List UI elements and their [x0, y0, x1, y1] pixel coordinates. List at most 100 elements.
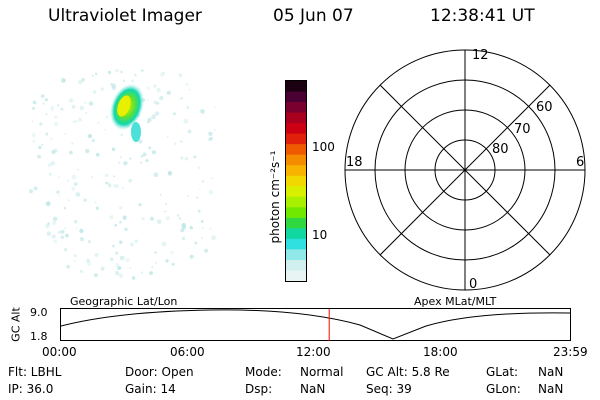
- emission-speck: [180, 228, 185, 233]
- polar-plot: 12 0 18 6 60 70 80: [344, 48, 586, 292]
- emission-speck: [94, 252, 99, 257]
- emission-speck: [79, 270, 82, 272]
- emission-speck: [117, 266, 122, 270]
- emission-speck: [78, 117, 83, 122]
- emission-speck: [88, 101, 94, 106]
- emission-speck: [165, 203, 168, 206]
- colorbar-band: [286, 144, 306, 156]
- emission-speck: [45, 132, 49, 136]
- colorbar-band: [286, 112, 306, 124]
- emission-speck: [57, 104, 60, 107]
- emission-speck: [32, 140, 35, 143]
- emission-speck: [166, 90, 171, 95]
- emission-speck: [186, 106, 190, 109]
- emission-speck: [171, 262, 175, 266]
- emission-speck: [124, 227, 128, 231]
- emission-speck: [149, 271, 154, 275]
- emission-speck: [123, 161, 128, 166]
- emission-speck: [104, 173, 109, 178]
- colorbar-band: [286, 228, 306, 240]
- emission-speck: [107, 70, 112, 75]
- emission-speck: [119, 255, 125, 261]
- emission-speck: [60, 235, 64, 239]
- emission-speck: [146, 99, 149, 101]
- emission-speck: [142, 152, 147, 157]
- emission-speck: [201, 227, 204, 230]
- emission-speck: [38, 146, 42, 149]
- emission-speck: [107, 183, 112, 188]
- colorbar-gradient: [286, 81, 306, 282]
- emission-speck: [149, 216, 154, 221]
- emission-speck: [73, 219, 78, 224]
- colorbar-band: [286, 91, 306, 103]
- emission-speck: [114, 184, 119, 189]
- emission-speck: [211, 235, 216, 240]
- filter-label: Flt: LBHL: [8, 365, 62, 379]
- emission-speck: [114, 223, 118, 227]
- emission-speck: [91, 138, 96, 143]
- emission-speck: [114, 270, 120, 276]
- emission-speck: [60, 229, 65, 234]
- emission-speck: [78, 80, 83, 85]
- emission-speck: [64, 227, 66, 230]
- mlt-label-18: 18: [346, 155, 363, 170]
- emission-speck: [151, 150, 156, 155]
- emission-speck: [85, 148, 90, 154]
- emission-speck: [214, 106, 217, 109]
- emission-speck: [87, 134, 93, 139]
- glat-value: NaN: [538, 365, 564, 379]
- emission-speck: [197, 209, 201, 213]
- dsp-value: NaN: [300, 382, 326, 396]
- emission-speck: [141, 217, 145, 221]
- emission-speck: [208, 131, 213, 136]
- time-tick-1: 06:00: [170, 345, 205, 359]
- emission-speck: [153, 100, 158, 105]
- emission-speck: [196, 196, 199, 199]
- colorbar-band: [286, 175, 306, 187]
- lat-label-70: 70: [514, 122, 531, 137]
- emission-speck: [71, 174, 77, 180]
- emission-speck: [134, 239, 138, 243]
- orbit-right-title: Apex MLat/MLT: [414, 295, 497, 308]
- emission-speck: [115, 263, 120, 267]
- door-label: Door: Open: [125, 365, 194, 379]
- emission-speck: [185, 82, 189, 86]
- emission-speck: [199, 188, 201, 191]
- emission-speck: [117, 161, 121, 164]
- emission-speck: [111, 147, 116, 151]
- emission-speck: [45, 201, 51, 207]
- colorbar-band: [286, 249, 306, 261]
- emission-speck: [31, 133, 36, 137]
- emission-speck: [111, 244, 115, 248]
- emission-speck: [57, 230, 61, 234]
- emission-speck: [145, 159, 149, 163]
- emission-speck: [120, 70, 123, 74]
- emission-speck: [119, 221, 122, 224]
- emission-speck: [73, 254, 77, 258]
- emission-speck: [86, 261, 92, 266]
- emission-speck: [208, 189, 214, 195]
- glon-value: NaN: [538, 382, 564, 396]
- emission-speck: [85, 112, 87, 114]
- emission-speck: [110, 83, 113, 86]
- emission-speck: [77, 168, 80, 171]
- emission-speck: [187, 195, 189, 197]
- emission-speck: [201, 237, 204, 240]
- time-tick-2: 12:00: [296, 345, 331, 359]
- emission-speck: [154, 111, 160, 116]
- emission-speck: [84, 101, 87, 104]
- emission-speck: [178, 73, 182, 77]
- emission-speck: [63, 206, 67, 210]
- emission-speck: [58, 194, 61, 197]
- emission-speck: [162, 72, 165, 75]
- emission-speck: [29, 189, 33, 194]
- emission-speck: [200, 220, 204, 223]
- glat-key: GLat:: [486, 365, 519, 379]
- auroral-image: [29, 69, 217, 280]
- gain-label: Gain: 14: [125, 382, 176, 396]
- emission-speck: [120, 133, 123, 137]
- emission-speck: [45, 224, 50, 228]
- emission-speck: [130, 242, 135, 247]
- time-label: 12:38:41 UT: [430, 6, 535, 26]
- emission-speck: [129, 267, 132, 269]
